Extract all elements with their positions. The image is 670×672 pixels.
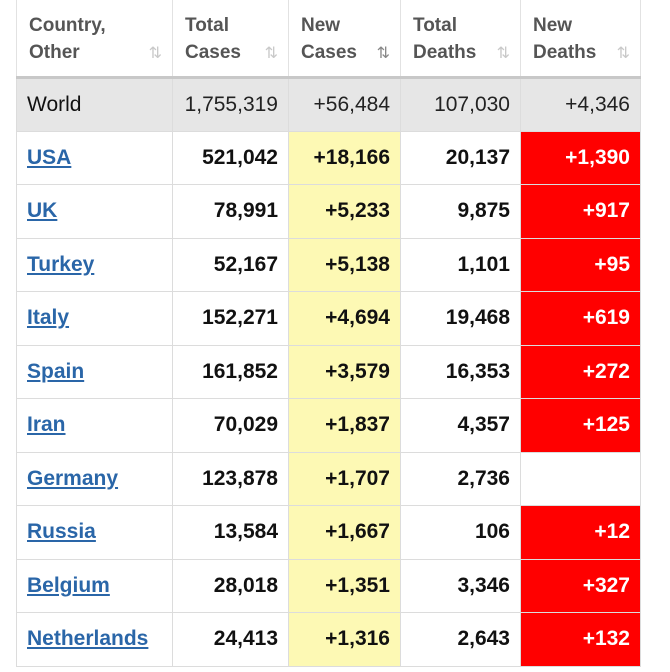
total-cases-cell: 70,029 bbox=[172, 398, 289, 453]
country-cell: Belgium bbox=[16, 558, 173, 613]
new-cases-cell: +5,233 bbox=[288, 184, 401, 239]
new-cases-cell: +4,694 bbox=[288, 291, 401, 346]
sort-icon[interactable]: ⇅ bbox=[148, 45, 162, 62]
total-deaths-cell: 2,736 bbox=[400, 451, 521, 506]
total-cases-cell: 152,271 bbox=[172, 291, 289, 346]
total-cases-cell: 52,167 bbox=[172, 237, 289, 292]
sort-descending-icon[interactable]: ⇅ bbox=[376, 45, 390, 62]
column-header-new-deaths[interactable]: New Deaths ⇅ bbox=[520, 0, 641, 79]
new-cases-cell: +1,351 bbox=[288, 558, 401, 613]
total-deaths-cell: 19,468 bbox=[400, 291, 521, 346]
new-cases-cell: +1,707 bbox=[288, 451, 401, 506]
country-cell: Netherlands bbox=[16, 612, 173, 667]
new-deaths-cell: +1,390 bbox=[520, 130, 641, 185]
sort-icon[interactable]: ⇅ bbox=[616, 45, 630, 62]
header-label-line1: Country, bbox=[29, 15, 106, 36]
header-label-line2: Deaths bbox=[413, 42, 477, 63]
total-deaths-cell: 3,346 bbox=[400, 558, 521, 613]
new-deaths-cell: +12 bbox=[520, 505, 641, 560]
column-header-country[interactable]: Country, Other ⇅ bbox=[16, 0, 173, 79]
header-label-line1: New bbox=[533, 15, 573, 36]
table-row: USA 521,042 +18,166 20,137 +1,390 bbox=[16, 130, 641, 185]
covid-stats-table: Country, Other ⇅ Total Cases ⇅ New Cases… bbox=[16, 0, 641, 667]
new-deaths-cell: +132 bbox=[520, 612, 641, 667]
total-cases-cell: 28,018 bbox=[172, 558, 289, 613]
country-cell: UK bbox=[16, 184, 173, 239]
country-link[interactable]: Germany bbox=[27, 466, 119, 490]
new-cases-cell: +5,138 bbox=[288, 237, 401, 292]
table-row: Belgium 28,018 +1,351 3,346 +327 bbox=[16, 558, 641, 613]
country-cell: Italy bbox=[16, 291, 173, 346]
sort-icon[interactable]: ⇅ bbox=[496, 45, 510, 62]
new-deaths-cell: +917 bbox=[520, 184, 641, 239]
world-total-deaths: 107,030 bbox=[400, 76, 521, 132]
world-total-row: World 1,755,319 +56,484 107,030 +4,346 bbox=[16, 76, 641, 132]
total-cases-cell: 24,413 bbox=[172, 612, 289, 667]
total-deaths-cell: 106 bbox=[400, 505, 521, 560]
table-row: Netherlands 24,413 +1,316 2,643 +132 bbox=[16, 612, 641, 667]
country-link[interactable]: USA bbox=[27, 145, 72, 169]
total-deaths-cell: 16,353 bbox=[400, 344, 521, 399]
country-link[interactable]: Belgium bbox=[27, 573, 110, 597]
header-label-line1: New bbox=[301, 15, 341, 36]
country-link[interactable]: Iran bbox=[27, 413, 66, 437]
new-cases-cell: +1,837 bbox=[288, 398, 401, 453]
country-cell: Turkey bbox=[16, 237, 173, 292]
country-cell: Germany bbox=[16, 451, 173, 506]
world-label: World bbox=[16, 76, 173, 132]
new-cases-cell: +3,579 bbox=[288, 344, 401, 399]
new-cases-cell: +1,316 bbox=[288, 612, 401, 667]
header-label-line2: Cases bbox=[185, 42, 241, 63]
header-label-line2: Deaths bbox=[533, 42, 597, 63]
new-deaths-cell: +125 bbox=[520, 398, 641, 453]
column-header-total-deaths[interactable]: Total Deaths ⇅ bbox=[400, 0, 521, 79]
country-cell: USA bbox=[16, 130, 173, 185]
country-cell: Iran bbox=[16, 398, 173, 453]
country-link[interactable]: Italy bbox=[27, 306, 70, 330]
country-cell: Spain bbox=[16, 344, 173, 399]
total-cases-cell: 161,852 bbox=[172, 344, 289, 399]
table-row: Russia 13,584 +1,667 106 +12 bbox=[16, 505, 641, 560]
total-cases-cell: 521,042 bbox=[172, 130, 289, 185]
country-link[interactable]: UK bbox=[27, 199, 58, 223]
table-row: Germany 123,878 +1,707 2,736 bbox=[16, 451, 641, 506]
new-cases-cell: +18,166 bbox=[288, 130, 401, 185]
country-cell: Russia bbox=[16, 505, 173, 560]
world-new-cases: +56,484 bbox=[288, 76, 401, 132]
total-cases-cell: 78,991 bbox=[172, 184, 289, 239]
header-label-line1: Total bbox=[185, 15, 229, 36]
total-deaths-cell: 20,137 bbox=[400, 130, 521, 185]
country-link[interactable]: Netherlands bbox=[27, 627, 149, 651]
new-deaths-cell: +619 bbox=[520, 291, 641, 346]
country-link[interactable]: Spain bbox=[27, 359, 85, 383]
total-deaths-cell: 9,875 bbox=[400, 184, 521, 239]
total-deaths-cell: 1,101 bbox=[400, 237, 521, 292]
total-cases-cell: 13,584 bbox=[172, 505, 289, 560]
table-row: Spain 161,852 +3,579 16,353 +272 bbox=[16, 344, 641, 399]
sort-icon[interactable]: ⇅ bbox=[264, 45, 278, 62]
new-deaths-cell: +327 bbox=[520, 558, 641, 613]
table-row: Iran 70,029 +1,837 4,357 +125 bbox=[16, 398, 641, 453]
covid-table-container: Country, Other ⇅ Total Cases ⇅ New Cases… bbox=[16, 0, 641, 672]
header-label-line2: Other bbox=[29, 42, 80, 63]
new-deaths-cell: +95 bbox=[520, 237, 641, 292]
total-deaths-cell: 4,357 bbox=[400, 398, 521, 453]
column-header-total-cases[interactable]: Total Cases ⇅ bbox=[172, 0, 289, 79]
total-deaths-cell: 2,643 bbox=[400, 612, 521, 667]
country-link[interactable]: Russia bbox=[27, 520, 96, 544]
table-row: UK 78,991 +5,233 9,875 +917 bbox=[16, 184, 641, 239]
country-link[interactable]: Turkey bbox=[27, 252, 95, 276]
column-header-new-cases[interactable]: New Cases ⇅ bbox=[288, 0, 401, 79]
new-deaths-cell bbox=[520, 451, 641, 506]
total-cases-cell: 123,878 bbox=[172, 451, 289, 506]
table-row: Turkey 52,167 +5,138 1,101 +95 bbox=[16, 237, 641, 292]
header-label-line2: Cases bbox=[301, 42, 357, 63]
table-row: Italy 152,271 +4,694 19,468 +619 bbox=[16, 291, 641, 346]
table-header-row: Country, Other ⇅ Total Cases ⇅ New Cases… bbox=[16, 0, 641, 79]
new-cases-cell: +1,667 bbox=[288, 505, 401, 560]
header-label-line1: Total bbox=[413, 15, 457, 36]
new-deaths-cell: +272 bbox=[520, 344, 641, 399]
world-total-cases: 1,755,319 bbox=[172, 76, 289, 132]
world-new-deaths: +4,346 bbox=[520, 76, 641, 132]
